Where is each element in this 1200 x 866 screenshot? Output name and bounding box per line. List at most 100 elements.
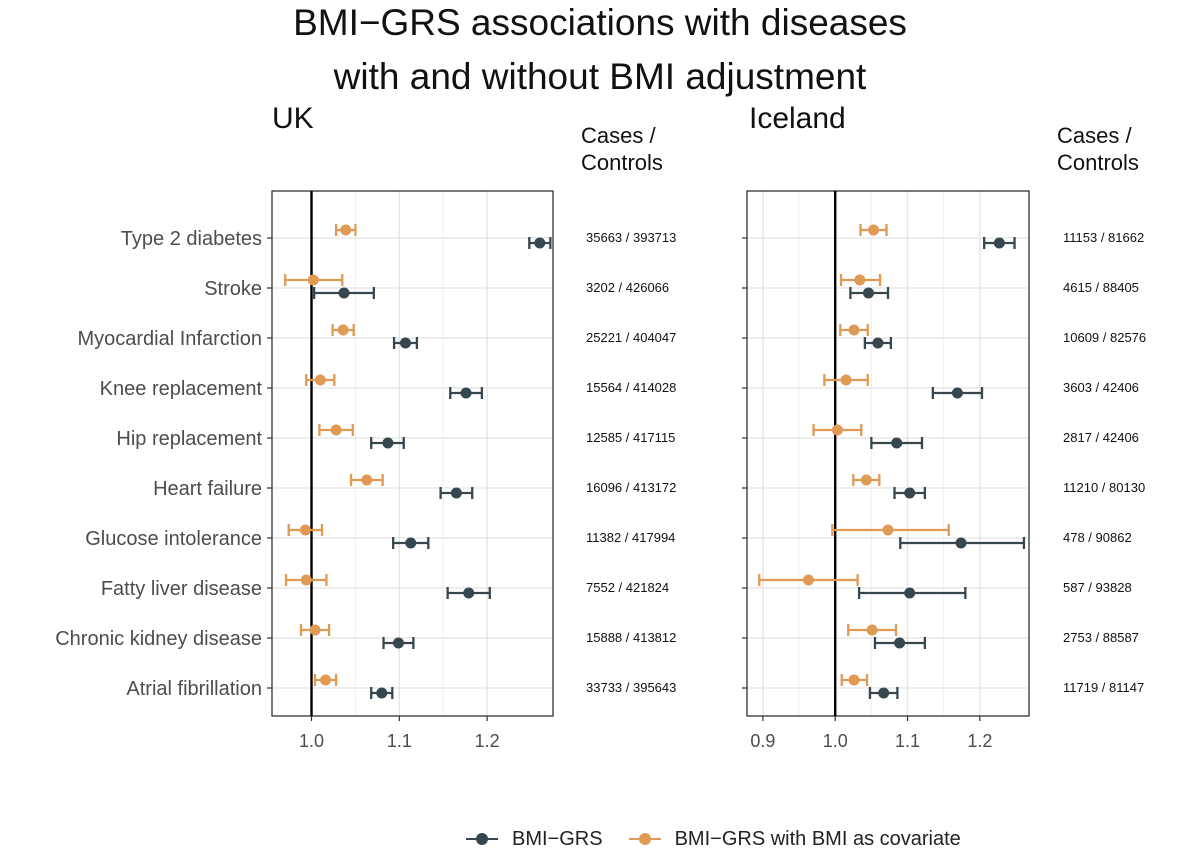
estimate-point — [307, 274, 319, 286]
x-tick-label: 1.1 — [895, 731, 920, 751]
estimate-point — [392, 637, 404, 649]
estimate-point — [399, 337, 411, 349]
cases-controls-value: 15564 / 414028 — [586, 380, 676, 395]
cases-controls-value: 12585 / 417115 — [586, 430, 675, 445]
cases-controls-value: 4615 / 88405 — [1063, 280, 1139, 295]
legend-label: BMI−GRS — [512, 827, 603, 850]
estimate-point — [460, 387, 472, 399]
x-tick-label: 0.9 — [750, 731, 775, 751]
cases-controls-value: 11719 / 81147 — [1063, 680, 1144, 695]
estimate-point — [955, 537, 967, 549]
estimate-point — [376, 687, 388, 699]
cases-controls-value: 478 / 90862 — [1063, 530, 1132, 545]
y-label: Type 2 diabetes — [121, 228, 262, 250]
estimate-point — [848, 324, 860, 336]
cases-controls-value: 25221 / 404047 — [586, 330, 676, 345]
legend-marker-icon — [625, 829, 665, 849]
estimate-point — [904, 487, 916, 499]
estimate-point — [450, 487, 462, 499]
x-tick-label: 1.0 — [299, 731, 324, 751]
controls-header-text: Controls — [581, 150, 663, 175]
cases-controls-value: 33733 / 395643 — [586, 680, 676, 695]
estimate-point — [872, 337, 884, 349]
cases-controls-value: 10609 / 82576 — [1063, 330, 1146, 345]
cases-controls-value: 587 / 93828 — [1063, 580, 1132, 595]
estimate-point — [314, 374, 326, 386]
x-tick-label: 1.2 — [475, 731, 500, 751]
estimate-point — [320, 674, 332, 686]
cases-controls-value: 35663 / 393713 — [586, 230, 676, 245]
cases-controls-header-iceland: Cases / Controls — [1057, 122, 1139, 176]
estimate-point — [802, 574, 814, 586]
legend-label: BMI−GRS with BMI as covariate — [674, 827, 961, 850]
estimate-point — [891, 437, 903, 449]
estimate-point — [894, 637, 906, 649]
panel-iceland: 0.9 1.0 1.1 1.2 11153 / 81662 4615 / 88405 106… — [742, 190, 1146, 751]
y-label: Stroke — [204, 278, 262, 300]
estimate-point — [860, 474, 872, 486]
panel-border — [746, 190, 1030, 717]
y-label: Knee replacement — [100, 378, 263, 400]
estimate-point — [309, 624, 321, 636]
estimate-point — [299, 524, 311, 536]
y-label: Glucose intolerance — [85, 528, 262, 550]
y-label: Fatty liver disease — [101, 578, 262, 600]
estimate-point — [340, 224, 352, 236]
legend-item-bmi-grs: BMI−GRS — [462, 828, 603, 851]
panel-label-uk: UK — [272, 102, 314, 135]
estimate-point — [951, 387, 963, 399]
estimate-point — [866, 624, 878, 636]
estimate-point — [300, 574, 312, 586]
cases-controls-value: 16096 / 413172 — [586, 480, 676, 495]
x-tick-label: 1.2 — [967, 731, 992, 751]
legend-item-bmi-grs-adjusted: BMI−GRS with BMI as covariate — [625, 828, 961, 851]
estimate-point — [361, 474, 373, 486]
estimate-point — [405, 537, 417, 549]
cases-controls-value: 11153 / 81662 — [1063, 230, 1144, 245]
x-tick-label: 1.0 — [823, 731, 848, 751]
estimate-point — [862, 287, 874, 299]
panel-label-iceland: Iceland — [749, 102, 846, 135]
cases-controls-value: 15888 / 413812 — [586, 630, 676, 645]
plot-background — [747, 191, 1029, 716]
y-label: Heart failure — [153, 478, 262, 500]
estimate-point — [463, 587, 475, 599]
cases-controls-value: 11210 / 80130 — [1063, 480, 1145, 495]
cases-controls-value: 11382 / 417994 — [586, 530, 675, 545]
estimate-point — [854, 274, 866, 286]
y-label: Chronic kidney disease — [55, 628, 262, 650]
x-tick-label: 1.1 — [387, 731, 412, 751]
estimate-point — [840, 374, 852, 386]
estimate-point — [330, 424, 342, 436]
cases-controls-value: 3202 / 426066 — [586, 280, 669, 295]
estimate-point — [868, 224, 880, 236]
estimate-point — [534, 237, 546, 249]
estimate-point — [993, 237, 1005, 249]
estimate-point — [882, 524, 894, 536]
panel-border — [271, 190, 554, 717]
cases-controls-header-uk: Cases / Controls — [581, 122, 663, 176]
y-label: Atrial fibrillation — [126, 678, 262, 700]
cases-controls-value: 2817 / 42406 — [1063, 430, 1139, 445]
panel-uk: 1.0 1.1 1.2 Type 2 diabetes 35663 / 393713 St… — [55, 190, 676, 751]
estimate-point — [878, 687, 890, 699]
estimate-point — [337, 324, 349, 336]
cases-controls-value: 2753 / 88587 — [1063, 630, 1139, 645]
cases-controls-value: 7552 / 421824 — [586, 580, 669, 595]
y-label: Hip replacement — [116, 428, 262, 450]
cases-controls-value: 3603 / 42406 — [1063, 380, 1139, 395]
chart-title-line-2: with and without BMI adjustment — [333, 56, 867, 97]
estimate-point — [382, 437, 394, 449]
legend: BMI−GRS BMI−GRS with BMI as covariate — [462, 826, 983, 852]
estimate-point — [848, 674, 860, 686]
controls-header-text: Controls — [1057, 150, 1139, 175]
legend-marker-icon — [462, 829, 502, 849]
cases-header-text: Cases / — [1057, 123, 1132, 148]
estimate-point — [338, 287, 350, 299]
estimate-point — [831, 424, 843, 436]
cases-header-text: Cases / — [581, 123, 656, 148]
estimate-point — [904, 587, 916, 599]
chart-title-line-1: BMI−GRS associations with diseases — [293, 2, 907, 43]
